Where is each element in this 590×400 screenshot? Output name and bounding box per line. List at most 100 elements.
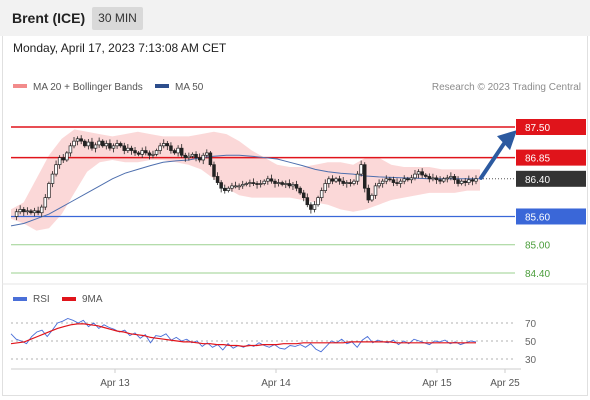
candle-body: [416, 171, 421, 175]
candle-body: [72, 140, 76, 147]
rsi-series-ma9-line: [10, 323, 476, 348]
timeframe-button[interactable]: 30 MIN: [92, 7, 143, 30]
candle-body: [474, 178, 478, 182]
candle-body: [68, 145, 73, 154]
candles-layer: [14, 135, 478, 221]
candle-body: [25, 210, 30, 213]
candle-body: [380, 180, 385, 184]
candle-body: [194, 153, 198, 158]
candle-body: [294, 184, 299, 189]
candle-body: [395, 182, 399, 184]
candle-body: [287, 183, 292, 187]
ma-bb-legend-label: MA 20 + Bollinger Bands: [33, 82, 143, 93]
candle-body: [359, 164, 363, 175]
candle-body: [276, 182, 281, 184]
candle-body: [147, 152, 152, 156]
chart-datetime: Monday, April 17, 2023 7:13:08 AM CET: [13, 41, 227, 55]
x-tick-label: Apr 14: [261, 378, 291, 389]
candle-body: [83, 140, 87, 147]
price-level-label: 84.40: [525, 269, 550, 280]
x-axis-labels: Apr 13 Apr 14 Apr 15 Apr 25: [100, 369, 520, 389]
price-level-badge: [516, 170, 586, 187]
candle-body: [406, 178, 410, 181]
candle-body: [79, 138, 83, 142]
candle-body: [233, 185, 238, 188]
price-level-label: 85.60: [525, 212, 550, 223]
candle-body: [61, 157, 65, 161]
candle-body: [327, 178, 331, 184]
candle-body: [337, 178, 342, 182]
candle-body: [240, 184, 245, 187]
candle-body: [47, 183, 51, 198]
candle-body: [108, 143, 112, 149]
ma50-legend-swatch: [155, 84, 169, 88]
ma50-layer: [10, 154, 480, 227]
candle-body: [255, 183, 259, 185]
candle-body: [36, 210, 40, 214]
candle-body: [32, 210, 37, 214]
candle-body: [172, 150, 177, 154]
candle-body: [441, 178, 446, 182]
candle-body: [413, 173, 417, 179]
candle-body: [341, 180, 345, 184]
candle-body: [452, 176, 457, 181]
candle-body: [226, 187, 231, 191]
price-level-label: 87.50: [525, 123, 550, 134]
candle-body: [97, 140, 101, 146]
ma50-line: [10, 154, 480, 227]
candle-body: [258, 183, 263, 185]
candle-body: [223, 187, 227, 191]
candle-body: [316, 197, 320, 206]
candle-body: [370, 194, 374, 201]
ma-bb-legend-swatch: [13, 84, 27, 88]
candle-body: [151, 153, 155, 156]
candle-body: [244, 183, 249, 185]
candle-body: [305, 197, 310, 206]
candle-body: [273, 180, 277, 184]
rsi-series-rsi-line: [10, 318, 477, 353]
candle-body: [57, 157, 62, 166]
candle-body: [388, 178, 392, 181]
candle-body: [319, 190, 324, 198]
candle-body: [291, 184, 295, 187]
price-level-label: 86.85: [525, 154, 550, 165]
candle-body: [301, 192, 306, 198]
candle-body: [230, 185, 234, 189]
candle-body: [312, 204, 317, 210]
bollinger-band: [11, 129, 480, 231]
rsi-legend-label: RSI: [33, 294, 50, 305]
candle-body: [269, 178, 274, 182]
candle-body: [118, 143, 123, 147]
price-level-label: 86.40: [525, 175, 550, 186]
candle-body: [201, 154, 205, 161]
candle-body: [129, 147, 134, 151]
rsi-panel[interactable]: 70 50 30: [10, 318, 537, 367]
candle-body: [140, 150, 144, 155]
candle-body: [334, 178, 338, 182]
candle-body: [384, 178, 389, 182]
candle-body: [402, 178, 406, 182]
candle-body: [280, 182, 284, 185]
ma9-legend-label: 9MA: [82, 294, 103, 305]
candle-body: [251, 182, 256, 184]
price-level-badge: [516, 149, 586, 166]
candle-body: [86, 141, 91, 147]
candle-body: [366, 187, 371, 201]
candle-body: [284, 183, 288, 185]
candle-body: [215, 176, 220, 183]
instrument-title: Brent (ICE): [12, 10, 86, 26]
candle-body: [470, 179, 475, 182]
candle-body: [144, 150, 148, 154]
forecast-arrow-layer: [479, 130, 517, 180]
candle-body: [219, 182, 223, 189]
candle-body: [362, 164, 367, 189]
candle-body: [434, 177, 439, 181]
candle-body: [183, 154, 188, 158]
candle-body: [467, 179, 471, 183]
x-tick-label: Apr 13: [100, 378, 130, 389]
candle-body: [136, 152, 141, 155]
candle-body: [176, 147, 180, 154]
candle-body: [391, 179, 396, 183]
forecast-arrow-head: [497, 130, 517, 151]
